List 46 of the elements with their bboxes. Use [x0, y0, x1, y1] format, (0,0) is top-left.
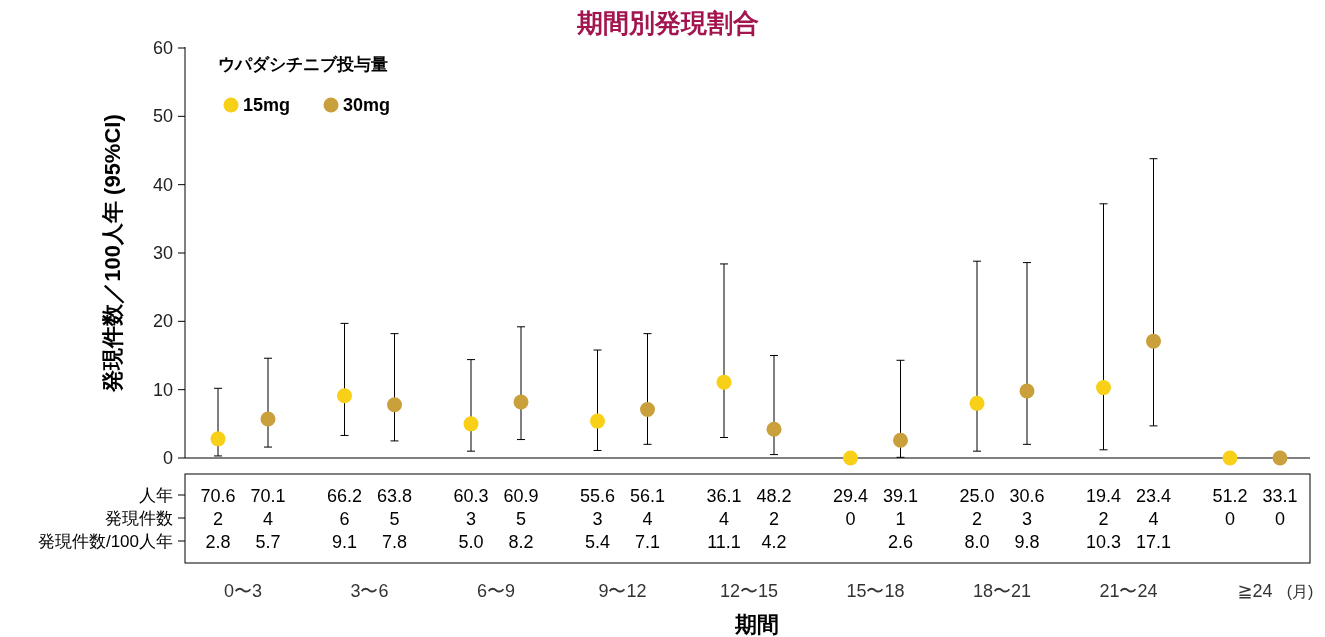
y-tick-label: 20: [152, 311, 173, 332]
table-cell: 51.2 0: [1212, 486, 1248, 529]
x-tick-label: 0〜3: [223, 581, 263, 601]
y-axis-title: 発現件数／100人年 (95%CI): [100, 114, 125, 393]
y-tick-label: 0: [162, 448, 173, 468]
table-cell: 56.1 4 7.1: [630, 486, 665, 552]
table-cell: 30.6 3 9.8: [1009, 486, 1045, 552]
legend-label: 30mg: [343, 95, 391, 115]
table-cell: 33.1 0: [1262, 486, 1298, 529]
legend-title: ウパダシチニブ投与量: [218, 55, 388, 74]
table-cell: 60.3 3 5.0: [453, 486, 489, 552]
x-tick-label: 3〜6: [350, 581, 389, 601]
legend-item: 30mg: [323, 95, 391, 115]
text: (月): [1286, 583, 1314, 600]
text: 発現件数/100人年: [37, 532, 173, 551]
x-tick-label: ≧24: [1237, 581, 1273, 601]
x-tick-label: 18〜21: [972, 581, 1032, 601]
legend-item: 15mg: [223, 95, 291, 115]
y-tick-label: 10: [152, 379, 173, 400]
table-cell: 63.8 5 7.8: [377, 486, 412, 552]
text: 人年: [139, 486, 173, 505]
table-cell: 19.4 2 10.3: [1086, 486, 1121, 552]
table-cell: 70.1 4 5.7: [250, 486, 286, 552]
x-tick-label: 9〜12: [598, 581, 647, 601]
table-cell: 66.2 6 9.1: [327, 486, 362, 552]
y-tick-label: 50: [152, 106, 173, 127]
text: 発現件数: [105, 509, 173, 528]
chart-title: 期間別発現割合: [575, 8, 759, 38]
table-cell: 23.4 4 17.1: [1136, 486, 1171, 552]
y-tick-label: 60: [152, 38, 173, 58]
table-cell: 70.6 2 2.8: [200, 486, 236, 552]
table-cell: 29.4 0: [833, 486, 868, 529]
legend-label: 15mg: [243, 95, 291, 115]
table-cell: 25.0 2 8.0: [959, 486, 995, 552]
x-tick-label: 21〜24: [1099, 581, 1158, 601]
x-tick-label: 15〜18: [846, 581, 905, 601]
table-cell: 36.1 4 11.1: [706, 486, 742, 552]
table-cell: 60.9 5 8.2: [503, 486, 539, 552]
x-tick-label: 12〜15: [719, 581, 779, 601]
x-axis-title: 期間: [734, 612, 779, 637]
y-tick-label: 40: [152, 174, 173, 195]
x-tick-label: 6〜9: [476, 581, 516, 601]
table-cell: 48.2 2 4.2: [756, 486, 792, 552]
table-cell: 55.6 3 5.4: [580, 486, 615, 552]
y-tick-label: 30: [152, 243, 173, 263]
table-cell: 39.1 1 2.6: [883, 486, 918, 552]
